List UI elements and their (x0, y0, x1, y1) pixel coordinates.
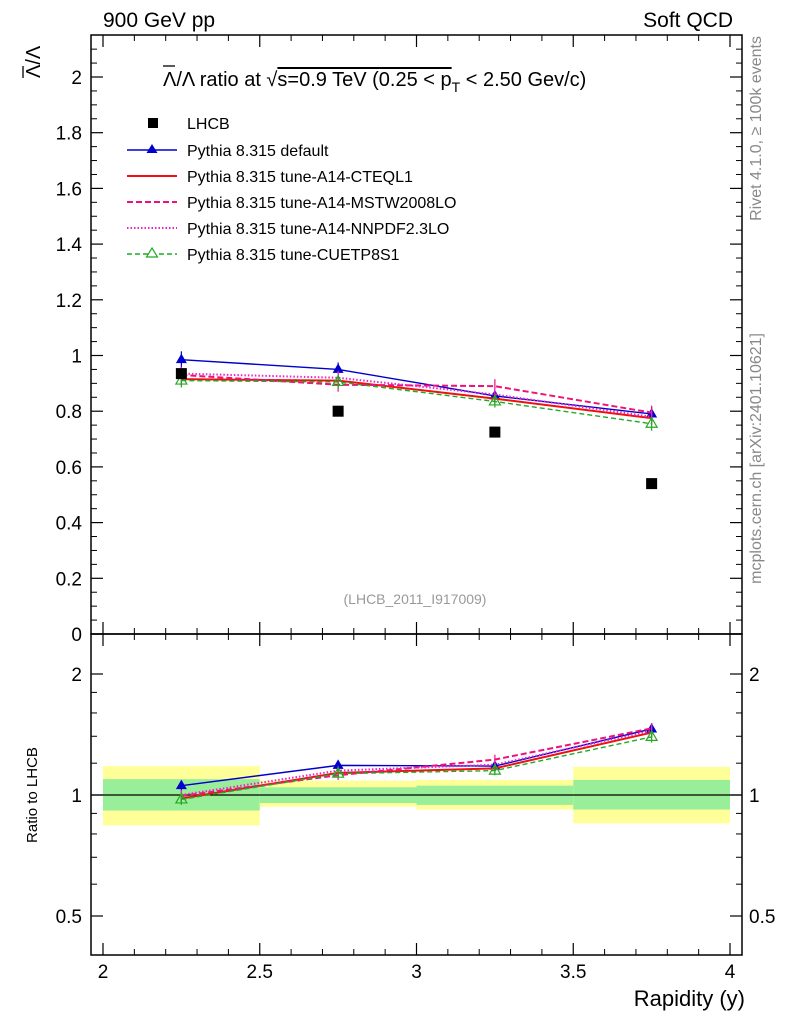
main-y-tick-label: 1 (71, 347, 82, 368)
main-title: Λ/Λ ratio at √s=0.9 TeV (0.25 < pT < 2.5… (163, 65, 586, 95)
ratio-series-line-3 (181, 729, 652, 796)
main-series-marker (332, 363, 344, 373)
ratio-axes: 2 2.5 3 3.5 4 0.5 1 2 0.5 1 2 (56, 665, 776, 983)
x-tick-label: 2.5 (247, 962, 273, 983)
main-y-tick-label: 1.4 (56, 235, 83, 256)
main-y-tick-label: 2 (71, 68, 82, 89)
main-series-marker (174, 373, 188, 385)
svg-text:Λ/Λ ratio at √s=0.9 TeV (0.25: Λ/Λ ratio at √s=0.9 TeV (0.25 < pT < 2.5… (163, 69, 586, 95)
legend-entry-cteql1: Pythia 8.315 tune-A14-CTEQL1 (127, 169, 413, 186)
ratio-y-tick-label-right: 1 (749, 786, 760, 807)
lhcb-data-point (332, 405, 344, 417)
legend-marker-default (146, 144, 158, 153)
ratio-y-tick-label-right: 2 (749, 665, 760, 686)
ratio-series-marker (645, 729, 659, 741)
main-series-marker (488, 394, 502, 406)
x-tick-label: 2 (98, 962, 109, 983)
main-series-marker (175, 353, 187, 364)
main-series-line-0 (181, 358, 652, 415)
main-series-line-4 (181, 379, 652, 425)
legend-label-cteql1: Pythia 8.315 tune-A14-CTEQL1 (187, 169, 413, 186)
legend-entry-default: Pythia 8.315 default (127, 143, 329, 160)
main-y-tick-label: 1.2 (56, 291, 82, 312)
ratio-series-marker (332, 759, 344, 769)
x-tick-label: 3.5 (560, 962, 586, 983)
lhcb-data-point (646, 478, 658, 490)
process-label: 900 GeV pp (103, 9, 215, 32)
ratio-y-tick-label: 1 (71, 786, 82, 807)
x-axis-label: Rapidity (y) (634, 986, 745, 1011)
lhcb-data-point (489, 426, 501, 438)
ratio-y-axis-label: Ratio to LHCB (24, 747, 41, 843)
legend-entry-cuetp8s1: Pythia 8.315 tune-CUETP8S1 (127, 246, 400, 264)
x-tick-label: 4 (725, 962, 736, 983)
ratio-series-line-1 (181, 731, 652, 800)
analysis-id: (LHCB_2011_I917009) (344, 591, 487, 607)
legend-label-cuetp8s1: Pythia 8.315 tune-CUETP8S1 (187, 247, 400, 264)
lhcb-data-point (175, 368, 187, 380)
main-series-line-3 (181, 372, 652, 418)
main-y-axis-label: Λ/Λ (22, 45, 45, 78)
legend: LHCB Pythia 8.315 default Pythia 8.315 t… (127, 116, 456, 264)
main-y-tick-label: 0.4 (56, 514, 83, 535)
svg-text:Λ/Λ: Λ/Λ (23, 45, 45, 78)
main-y-tick-label: 1.6 (56, 179, 82, 200)
legend-label-nnpdf23lo: Pythia 8.315 tune-A14-NNPDF2.3LO (187, 221, 449, 238)
lhcb-data-layer (175, 368, 658, 490)
ratio-series-line-4 (181, 736, 652, 801)
ratio-series-marker (331, 766, 345, 778)
main-y-tick-label: 0.6 (56, 458, 82, 479)
x-tick-label: 3 (411, 962, 422, 983)
category-label: Soft QCD (643, 9, 733, 32)
main-series-marker (331, 374, 345, 387)
rivet-version-label: Rivet 4.1.0, ≥ 100k events (748, 36, 765, 221)
main-series-line-1 (181, 378, 652, 420)
legend-marker-cuetp8s1 (145, 246, 159, 258)
main-axes: 0 0.2 0.4 0.6 0.8 1 1.2 1.4 1.6 1.8 2 (56, 35, 742, 955)
ratio-series-marker (488, 763, 502, 775)
main-y-tick-label: 0.8 (56, 402, 82, 423)
legend-label-lhcb: LHCB (187, 116, 230, 133)
ratio-series-marker (174, 792, 188, 804)
ratio-series-marker (175, 779, 187, 790)
main-series-layer (174, 351, 659, 431)
main-series-marker (645, 416, 659, 428)
legend-label-default: Pythia 8.315 default (187, 143, 329, 160)
mcplots-label: mcplots.cern.ch [arXiv:2401.10621] (748, 333, 765, 584)
ratio-series-layer (174, 722, 659, 805)
ratio-y-tick-label: 2 (71, 665, 82, 686)
legend-label-mstw2008lo: Pythia 8.315 tune-A14-MSTW2008LO (187, 195, 456, 212)
ratio-y-tick-label-right: 0.5 (749, 907, 775, 928)
ratio-y-tick-label: 0.5 (56, 907, 82, 928)
legend-entry-mstw2008lo: Pythia 8.315 tune-A14-MSTW2008LO (127, 195, 456, 212)
ratio-panel-frame (90, 633, 743, 956)
main-y-tick-label: 0 (71, 625, 82, 646)
legend-marker-lhcb (148, 118, 158, 128)
main-y-tick-label: 1.8 (56, 124, 82, 145)
ratio-series-line-2 (181, 727, 652, 797)
main-y-tick-label: 0.2 (56, 569, 82, 590)
legend-entry-nnpdf23lo: Pythia 8.315 tune-A14-NNPDF2.3LO (127, 221, 449, 238)
